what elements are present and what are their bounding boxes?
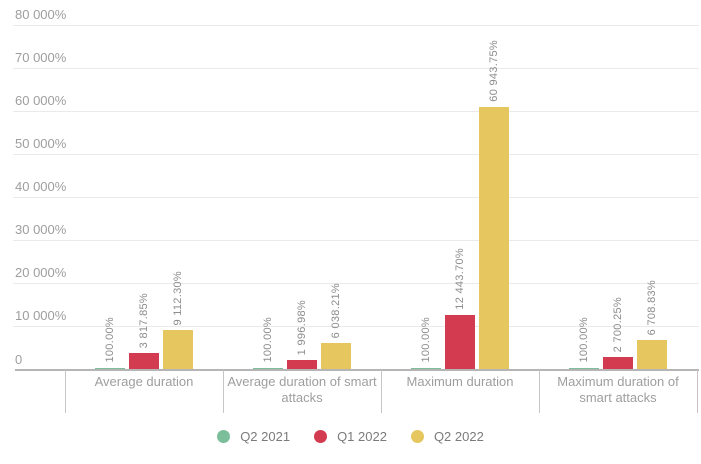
bar-q2-2021-average-duration — [95, 368, 125, 369]
y-axis-label: 50 000% — [15, 136, 67, 151]
x-axis-tick — [381, 370, 382, 413]
legend-swatch-q2-2022 — [410, 430, 424, 443]
bar-q2-2022-maximum-duration-of-smart-attacks — [637, 340, 667, 369]
bar-q2-2022-average-duration — [163, 330, 193, 369]
x-axis-label: Maximum duration — [406, 374, 514, 389]
bar-q1-2022-maximum-duration-of-smart-attacks — [603, 357, 633, 369]
x-axis-tick — [223, 370, 224, 413]
gridline — [13, 25, 699, 26]
bar-q2-2021-maximum-duration-of-smart-attacks — [569, 368, 599, 369]
y-axis-label: 30 000% — [15, 222, 67, 237]
bar-q2-2022-average-duration-of-smart-attacks — [321, 343, 351, 369]
bar-q2-2021-maximum-duration — [411, 368, 441, 369]
y-axis-label: 0 — [15, 352, 23, 367]
legend-item-q1-2022[interactable]: Q1 2022 — [314, 429, 387, 444]
bar-value-label: 6 708.83% — [646, 279, 658, 335]
y-axis-label: 70 000% — [15, 50, 67, 65]
y-axis-label: 10 000% — [15, 308, 67, 323]
x-axis-tick — [697, 370, 698, 413]
bar-q2-2021-average-duration-of-smart-attacks — [253, 368, 283, 369]
bar-q1-2022-maximum-duration — [445, 315, 475, 369]
bar-value-label: 100.00% — [420, 317, 432, 363]
bar-value-label: 9 112.30% — [172, 270, 184, 325]
gridline — [13, 240, 699, 241]
x-axis-tick — [539, 370, 540, 413]
bar-value-label-wrap: 9 112.30% — [148, 271, 208, 325]
legend-label: Q2 2022 — [433, 429, 484, 444]
gridline — [13, 154, 699, 155]
legend-item-q2-2021[interactable]: Q2 2021 — [217, 429, 290, 444]
bar-q2-2022-maximum-duration — [479, 107, 509, 369]
x-axis-tick — [65, 370, 66, 413]
y-axis-label: 20 000% — [15, 265, 67, 280]
gridline — [13, 283, 699, 284]
legend-label: Q1 2022 — [337, 429, 387, 444]
bar-value-label: 6 038.21% — [330, 282, 342, 338]
legend-label: Q2 2021 — [240, 429, 291, 444]
x-axis-line — [15, 369, 699, 371]
legend-swatch-q2-2021 — [217, 430, 231, 443]
legend: Q2 2021 Q1 2022 Q2 2022 — [0, 429, 701, 444]
bar-value-label: 12 443.70% — [454, 248, 466, 310]
bar-q1-2022-average-duration — [129, 353, 159, 369]
bar-value-label: 60 943.75% — [488, 40, 500, 102]
bar-value-label-wrap: 6 708.83% — [622, 280, 682, 335]
x-axis-label: Average duration — [94, 374, 194, 389]
bar-value-label-wrap: 60 943.75% — [464, 40, 524, 102]
legend-swatch-q1-2022 — [314, 430, 328, 443]
legend-item-q2-2022[interactable]: Q2 2022 — [410, 429, 484, 444]
bar-q1-2022-average-duration-of-smart-attacks — [287, 360, 317, 369]
y-axis-label: 40 000% — [15, 179, 67, 194]
gridline — [13, 68, 699, 69]
x-axis-label: Average duration of smart attacks — [227, 374, 377, 405]
gridline — [13, 111, 699, 112]
x-axis-label: Maximum duration of smart attacks — [557, 374, 679, 405]
y-axis-label: 60 000% — [15, 93, 67, 108]
gridline — [13, 326, 699, 327]
gridline — [13, 197, 699, 198]
y-axis-label: 80 000% — [15, 7, 67, 22]
bar-value-label-wrap: 6 038.21% — [306, 283, 366, 338]
